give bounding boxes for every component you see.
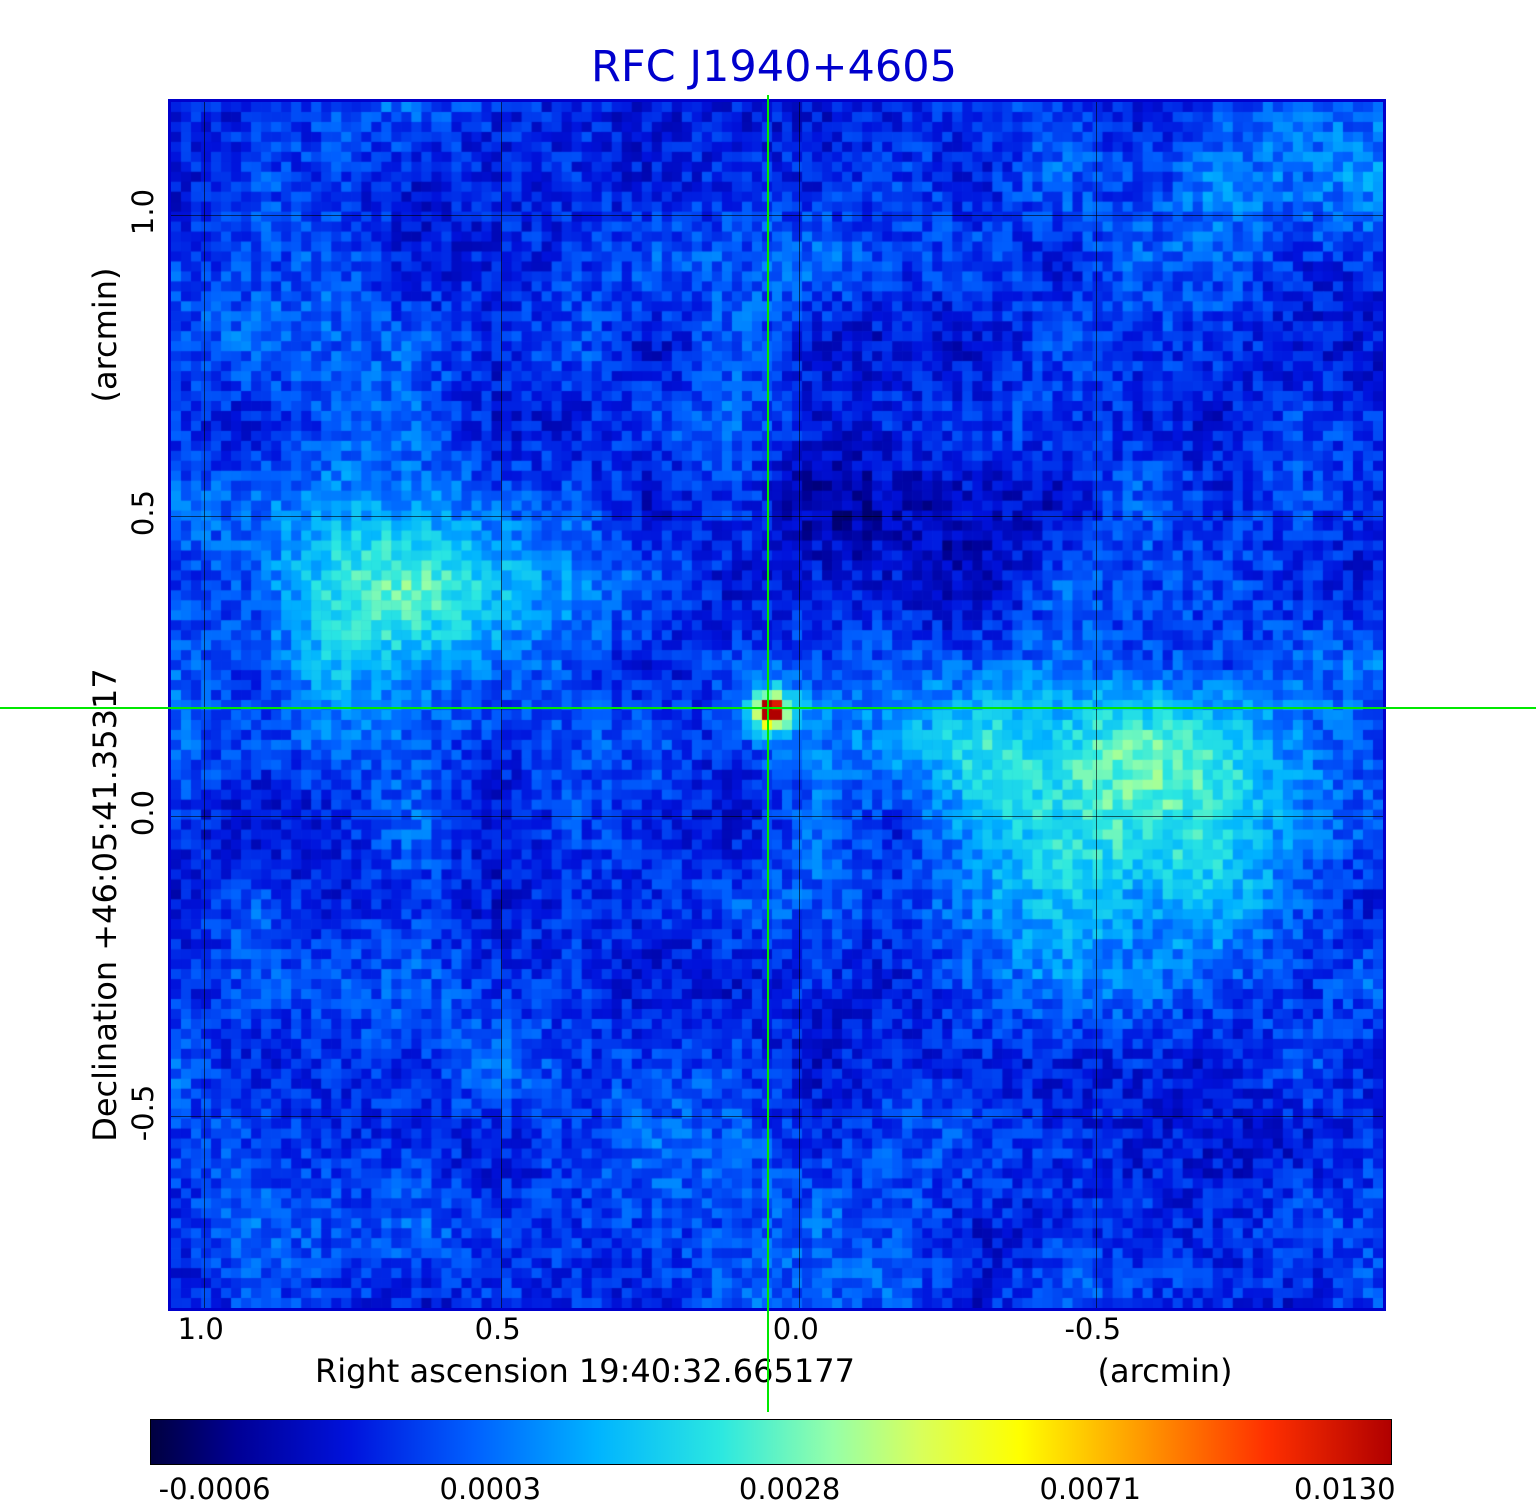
x-axis-unit-label: (arcmin): [1097, 1352, 1233, 1390]
y-tick-label: 0.0: [126, 789, 160, 836]
gridline-horizontal: [171, 815, 1383, 817]
figure-title: RFC J1940+4605: [591, 42, 957, 92]
gridline-vertical: [1095, 102, 1097, 1308]
colorbar-tick-label: 0.0130: [1294, 1472, 1396, 1506]
colorbar: [150, 1419, 1392, 1465]
colorbar-tick-label: -0.0006: [158, 1472, 271, 1506]
y-tick-label: 0.5: [126, 489, 160, 536]
crosshair-vertical-line: [766, 95, 769, 1412]
x-tick-label: 0.0: [772, 1312, 819, 1346]
gridline-vertical: [203, 102, 205, 1308]
y-axis-label: Declination +46:05:41.35317: [86, 668, 124, 1142]
y-tick-label: -0.5: [126, 1084, 160, 1142]
y-tick-label: 1.0: [126, 189, 160, 236]
sky-image-canvas: [171, 102, 1383, 1308]
colorbar-tick-label: 0.0071: [1039, 1472, 1141, 1506]
x-axis-label: Right ascension 19:40:32.665177: [315, 1352, 855, 1390]
x-tick-label: 1.0: [177, 1312, 224, 1346]
gridline-horizontal: [171, 515, 1383, 517]
y-axis-unit-label: (arcmin): [86, 267, 124, 403]
colorbar-tick-label: 0.0028: [738, 1472, 841, 1506]
x-tick-label: -0.5: [1064, 1312, 1122, 1346]
image-plot: [168, 99, 1386, 1311]
colorbar-tick-label: 0.0003: [439, 1472, 542, 1506]
x-tick-label: 0.5: [474, 1312, 521, 1346]
gridline-vertical: [500, 102, 502, 1308]
crosshair-horizontal-line: [0, 707, 1536, 710]
gridline-vertical: [798, 102, 800, 1308]
gridline-horizontal: [171, 1116, 1383, 1118]
gridline-horizontal: [171, 215, 1383, 217]
